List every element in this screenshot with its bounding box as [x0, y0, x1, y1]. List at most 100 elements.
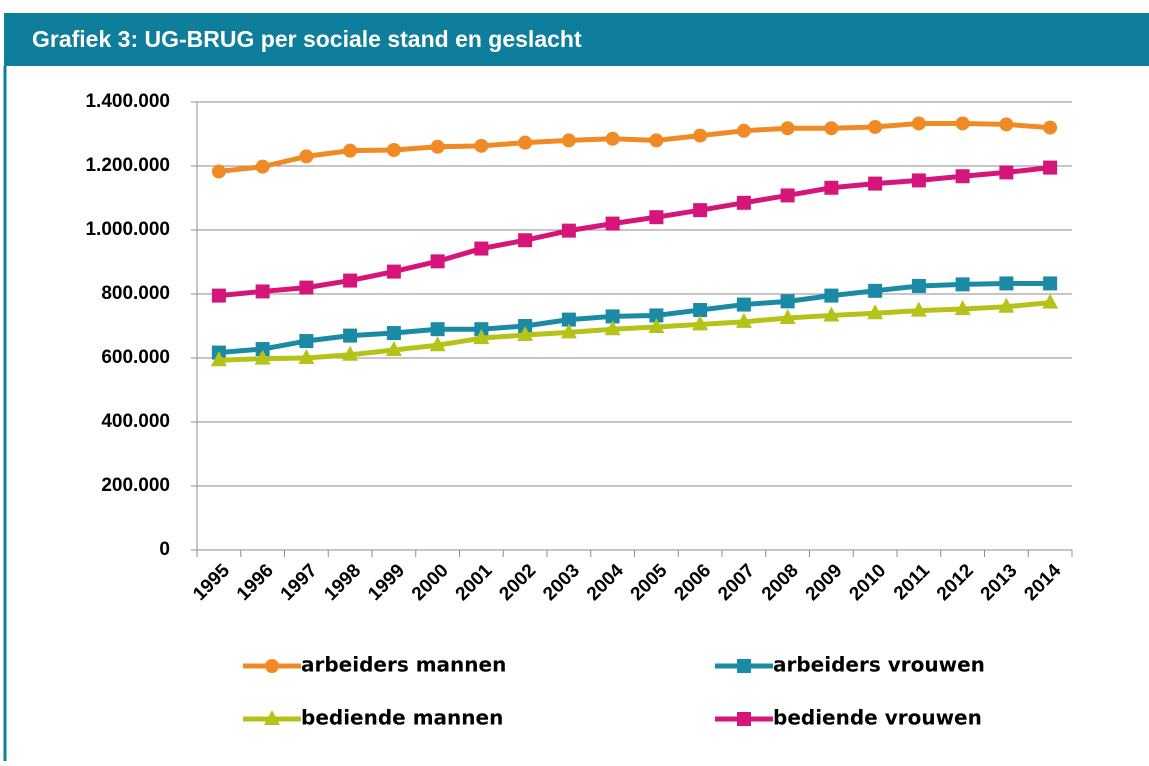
x-tick-label: 2012 [933, 560, 978, 605]
x-tick-label: 2014 [1020, 560, 1065, 605]
x-tick-label: 1999 [364, 560, 409, 605]
x-tick-label: 1996 [233, 560, 278, 605]
data-point [298, 349, 315, 364]
data-point [518, 233, 533, 248]
y-tick-label: 1.200.000 [85, 155, 170, 176]
data-point [736, 297, 751, 312]
data-point [779, 309, 796, 324]
data-point [386, 143, 401, 157]
legend-marker [737, 712, 751, 726]
legend-marker [264, 710, 280, 725]
x-tick-label: 2001 [452, 560, 497, 605]
data-point [736, 195, 751, 210]
series-line [218, 120, 1051, 174]
x-tick-label: 2005 [627, 560, 672, 605]
data-point [824, 288, 839, 303]
header-bar [4, 13, 1149, 66]
data-point [255, 342, 270, 357]
data-point [736, 123, 751, 138]
x-tick-label: 2008 [758, 560, 803, 605]
x-tick-label: 2009 [802, 560, 847, 605]
data-point [385, 341, 402, 356]
data-point [1043, 276, 1058, 291]
data-point [605, 216, 620, 231]
x-tick-label: 2010 [845, 560, 890, 605]
data-point [430, 139, 445, 154]
data-point [343, 143, 358, 158]
data-point [955, 277, 970, 292]
data-point [561, 223, 576, 238]
data-point [517, 325, 534, 341]
y-tick-label: 400.000 [101, 411, 170, 432]
data-point [561, 133, 576, 148]
data-point [430, 254, 445, 269]
data-point [299, 334, 314, 349]
data-point [386, 264, 401, 279]
data-point [911, 279, 926, 293]
data-point [823, 306, 840, 322]
data-point [868, 283, 883, 298]
data-point [473, 329, 490, 345]
x-tick-label: 2013 [977, 560, 1022, 605]
series-line [218, 280, 1051, 356]
data-point [474, 241, 489, 256]
data-point [1043, 160, 1058, 175]
data-point [1043, 120, 1058, 135]
x-tick-label: 1997 [277, 560, 322, 605]
data-point [911, 116, 926, 131]
data-point [210, 351, 227, 367]
legend-marker [737, 659, 751, 673]
data-point [474, 138, 489, 153]
series-line [218, 300, 1051, 363]
data-point [605, 309, 620, 324]
data-point [1042, 293, 1059, 309]
x-tick-label: 1995 [189, 560, 234, 605]
data-point [999, 276, 1014, 291]
data-point [735, 312, 752, 328]
data-point [604, 320, 621, 336]
data-point [560, 323, 577, 339]
data-point [955, 116, 970, 131]
data-point [561, 312, 576, 327]
y-tick-label: 0 [159, 539, 170, 560]
data-point [780, 121, 795, 136]
data-point [299, 280, 314, 295]
data-point [999, 117, 1014, 132]
x-tick-label: 2002 [495, 560, 540, 605]
data-point [648, 317, 665, 333]
data-point [955, 169, 970, 184]
data-point [999, 165, 1014, 180]
series-line [218, 165, 1051, 299]
data-point [255, 159, 270, 174]
data-point [649, 210, 664, 225]
data-point [954, 300, 971, 316]
x-tick-label: 2011 [890, 560, 934, 604]
x-tick-label: 2007 [714, 560, 759, 605]
data-point [299, 149, 314, 164]
data-point [605, 131, 620, 146]
legend-label: arbeiders vrouwen [773, 653, 985, 677]
data-point [342, 345, 359, 361]
x-tick-label: 2000 [408, 560, 453, 605]
y-tick-label: 800.000 [101, 283, 170, 304]
data-point [998, 297, 1015, 313]
y-tick-label: 1.400.000 [85, 91, 170, 112]
data-point [780, 188, 795, 203]
data-point [343, 328, 358, 343]
data-point [255, 284, 270, 299]
data-point [693, 203, 708, 218]
x-tick-label: 2004 [583, 560, 628, 605]
data-point [518, 135, 533, 150]
data-point [254, 349, 271, 365]
x-tick-label: 2006 [670, 560, 715, 605]
legend-marker [265, 659, 279, 673]
data-point [649, 133, 664, 148]
data-point [693, 303, 708, 317]
data-point [343, 273, 358, 288]
data-point [824, 180, 839, 195]
data-point [868, 176, 883, 191]
y-tick-label: 1.000.000 [85, 219, 170, 240]
data-point [911, 173, 926, 188]
data-point [868, 119, 883, 134]
